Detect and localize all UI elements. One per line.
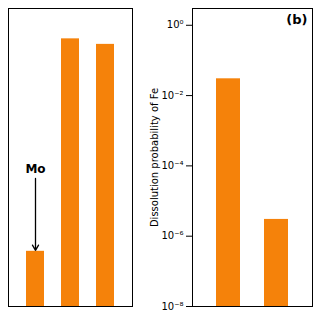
svg-text:Dissolution probability of Fe: Dissolution probability of Fe — [149, 88, 160, 227]
svg-text:(b): (b) — [286, 12, 307, 27]
svg-text:10⁰: 10⁰ — [167, 19, 184, 30]
svg-text:10⁻⁶: 10⁻⁶ — [161, 230, 183, 241]
svg-text:10⁻⁴: 10⁻⁴ — [161, 160, 183, 171]
svg-text:10⁻⁸: 10⁻⁸ — [161, 301, 183, 312]
svg-text:Mo: Mo — [25, 162, 45, 176]
svg-text:10⁻²: 10⁻² — [161, 90, 183, 101]
